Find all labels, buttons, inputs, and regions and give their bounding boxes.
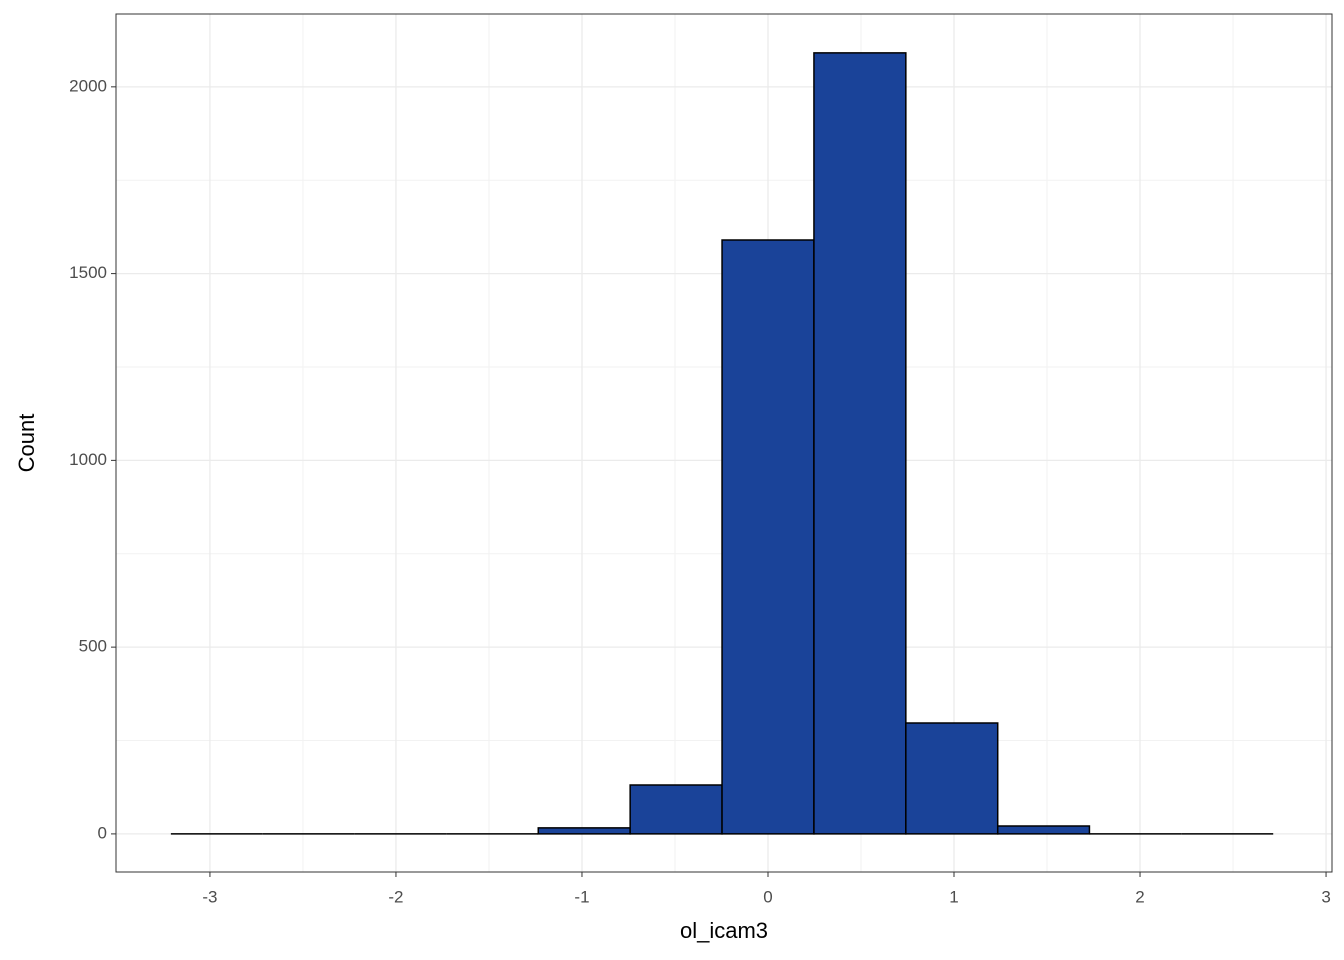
y-tick-label: 2000 [69,76,107,95]
y-tick-label: 0 [98,823,107,842]
bar [905,722,999,835]
x-tick-label: 2 [1135,887,1144,906]
x-tick-label: -2 [388,887,403,906]
y-axis-title: Count [14,414,39,473]
x-tick-label: 1 [949,887,958,906]
y-tick-label: 1000 [69,450,107,469]
bars [170,52,1274,835]
panel-border [115,13,1333,873]
x-tick-label: 0 [763,887,772,906]
x-axis-title: ol_icam3 [680,918,768,943]
bar [996,825,1091,835]
x-tick-label: 3 [1321,887,1330,906]
bar [537,827,631,835]
bar [629,784,723,835]
x-tick-label: -1 [574,887,589,906]
bar [721,239,815,835]
x-tick-label: -3 [202,887,217,906]
y-tick-label: 1500 [69,263,107,282]
bar [813,52,907,835]
y-tick-label: 500 [79,637,107,656]
